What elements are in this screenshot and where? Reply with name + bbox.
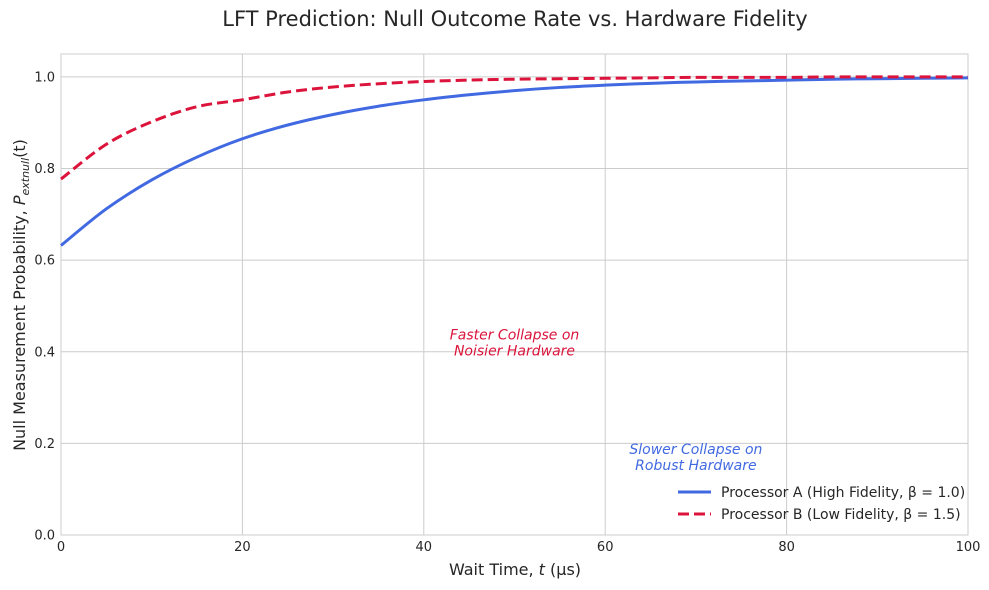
y-tick-label: 0.4 <box>34 345 55 360</box>
annotation-text: Faster Collapse on <box>450 328 580 344</box>
ticks: 0 20 40 60 80 100 0.0 0.2 0.4 0.6 0.8 1.0 <box>34 70 980 555</box>
y-axis-label-prefix: Null Measurement Probability, <box>10 205 29 451</box>
annotation-text: Robust Hardware <box>635 458 756 474</box>
x-axis-label-suffix: (μs) <box>545 560 581 579</box>
x-tick-label: 100 <box>956 540 981 555</box>
y-axis-label: Null Measurement Probability, Pextnull(t… <box>10 139 32 451</box>
legend-label: Processor B (Low Fidelity, β = 1.5) <box>721 507 961 523</box>
y-axis-label-arg: (t) <box>10 139 29 158</box>
y-tick-label: 0.6 <box>34 254 55 269</box>
legend-label: Processor A (High Fidelity, β = 1.0) <box>721 485 965 501</box>
series-line-processor-a <box>60 76 969 247</box>
series-line-processor-b <box>60 75 968 181</box>
annotation-text: Noisier Hardware <box>454 344 575 360</box>
annotation-text: Slower Collapse on <box>629 442 762 458</box>
x-tick-label: 20 <box>234 540 251 555</box>
series-lines <box>60 75 969 247</box>
y-axis-label-sub: extnull <box>19 158 32 196</box>
x-tick-label: 0 <box>57 540 65 555</box>
x-axis-label-prefix: Wait Time, <box>449 560 539 579</box>
y-tick-label: 1.0 <box>34 70 55 85</box>
y-tick-label: 0.8 <box>34 162 55 177</box>
x-axis-label-var: t <box>539 560 546 579</box>
y-tick-label: 0.2 <box>34 437 55 452</box>
grid <box>61 54 968 535</box>
x-tick-label: 60 <box>597 540 614 555</box>
plot-frame <box>60 53 969 536</box>
y-axis-label-var: P <box>10 195 29 205</box>
legend: Processor A (High Fidelity, β = 1.0) Proc… <box>678 485 965 523</box>
x-tick-label: 80 <box>778 540 795 555</box>
y-tick-label: 0.0 <box>34 529 55 544</box>
x-axis-label: Wait Time, t (μs) <box>449 560 581 579</box>
chart-title: LFT Prediction: Null Outcome Rate vs. Ha… <box>222 7 807 31</box>
x-tick-label: 40 <box>416 540 433 555</box>
